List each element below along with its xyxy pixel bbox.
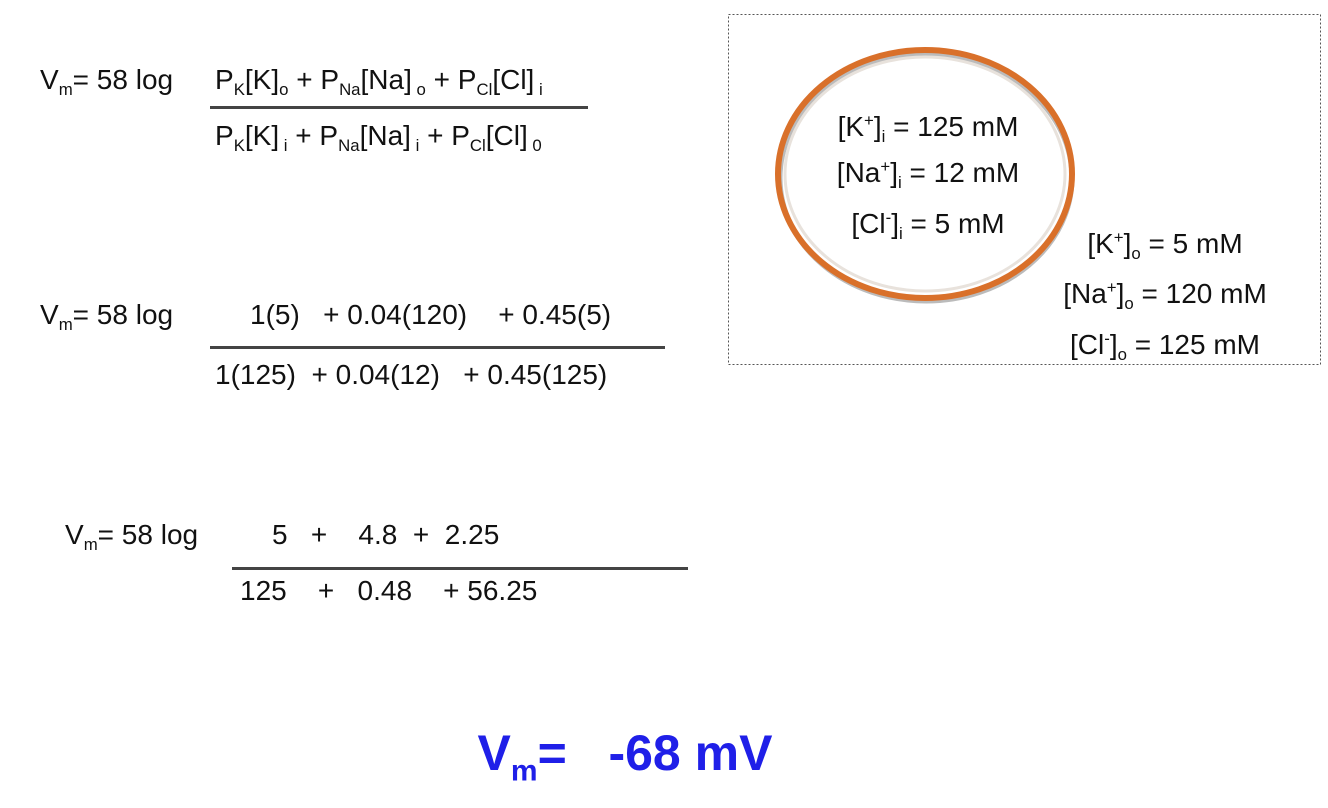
text: 1(125) + 0.04(12) + 0.45(125) [215,359,608,390]
supscript: + [1106,278,1117,297]
fraction-bar [210,346,665,349]
text: [K] [244,120,280,151]
outside-conc: [Cl-]o = 125 mM [1069,329,1261,364]
result: Vm= -68 mV [478,728,773,787]
text: [Cl] [492,64,535,95]
supscript: + [880,157,891,176]
text: + P [419,120,470,151]
subscript: Cl [469,135,486,155]
text: [Na] [359,120,411,151]
numerator: PK[K]o + PNa[Na] o + PCl[Cl] i [215,66,543,99]
text: P [215,64,234,95]
subscript: m [58,79,73,99]
subscript: i [534,79,543,99]
text: = -68 mV [537,725,773,781]
text: + P [287,120,339,151]
text: ] [891,208,899,240]
text: [K [837,111,865,143]
subscript: o [1124,293,1134,313]
cell-inner-ring [783,55,1067,293]
subscript: o [1131,243,1141,263]
supscript: - [885,208,892,227]
text: ] [1109,329,1118,361]
text: + P [288,64,340,95]
subscript: Na [339,79,361,99]
text: V [40,64,59,95]
text: + P [425,64,477,95]
subscript: Cl [476,79,493,99]
numerator: 5 + 4.8 + 2.25 [272,521,499,549]
subscript: i [897,172,902,192]
denominator: 125 + 0.48 + 56.25 [240,577,537,605]
text: [Na [1063,278,1107,310]
inside-conc: [Na+]i = 12 mM [836,157,1020,192]
outside-conc: [Na+]o = 120 mM [1063,278,1267,313]
lhs: Vm= 58 log [40,301,173,334]
lhs: Vm= 58 log [65,521,198,554]
text: [Cl [1069,329,1105,361]
subscript: K [233,135,245,155]
subscript: m [83,534,98,554]
text: = 5 mM [1140,228,1243,260]
subscript: o [1117,344,1127,364]
text: ] [873,111,882,143]
subscript: Na [338,135,360,155]
outside-conc: [K+]o = 5 mM [1087,228,1243,263]
subscript: o [411,79,426,99]
text: V [40,299,59,330]
text: = 125 mM [885,111,1019,143]
text: V [65,519,84,550]
inside-conc: [K+]i = 125 mM [837,111,1019,146]
text: = 120 mM [1133,278,1267,310]
text: = 58 log [72,299,174,330]
subscript: o [279,79,289,99]
subscript: i [881,126,886,146]
text: V [477,725,511,781]
text: 1(5) + 0.04(120) + 0.45(5) [250,299,612,330]
subscript: m [58,314,73,334]
subscript: i [410,135,420,155]
text: [Na] [360,64,412,95]
text: ] [890,157,898,189]
subscript: m [510,754,538,788]
inside-conc: [Cl-]i = 5 mM [851,208,1005,243]
text: P [215,120,234,151]
text: [K [1087,228,1114,260]
lhs: Vm= 58 log [40,66,173,99]
text: 5 + 4.8 + 2.25 [272,519,500,550]
supscript: + [864,111,874,130]
text: = 58 log [97,519,199,550]
numerator: 1(5) + 0.04(120) + 0.45(5) [250,301,611,329]
text: ] [1123,228,1132,260]
text: [Na [836,157,881,189]
supscript: - [1104,329,1110,348]
supscript: + [1113,228,1124,247]
fraction-bar [210,106,588,109]
denominator: PK[K] i + PNa[Na] i + PCl[Cl] 0 [215,122,542,155]
subscript: 0 [527,135,542,155]
text: [Cl] [485,120,528,151]
subscript: K [233,79,245,99]
cell-membrane [775,47,1075,301]
text: = 125 mM [1126,329,1261,361]
subscript: i [898,223,903,243]
fraction-bar [232,567,688,570]
text: = 58 log [72,64,174,95]
subscript: i [279,135,288,155]
text: = 12 mM [901,157,1020,189]
dashed-frame [728,14,1321,365]
text: 125 + 0.48 + 56.25 [240,575,538,606]
denominator: 1(125) + 0.04(12) + 0.45(125) [215,361,607,389]
text: [K] [244,64,280,95]
text: = 5 mM [902,208,1005,240]
text: ] [1116,278,1125,310]
text: [Cl [851,208,886,240]
